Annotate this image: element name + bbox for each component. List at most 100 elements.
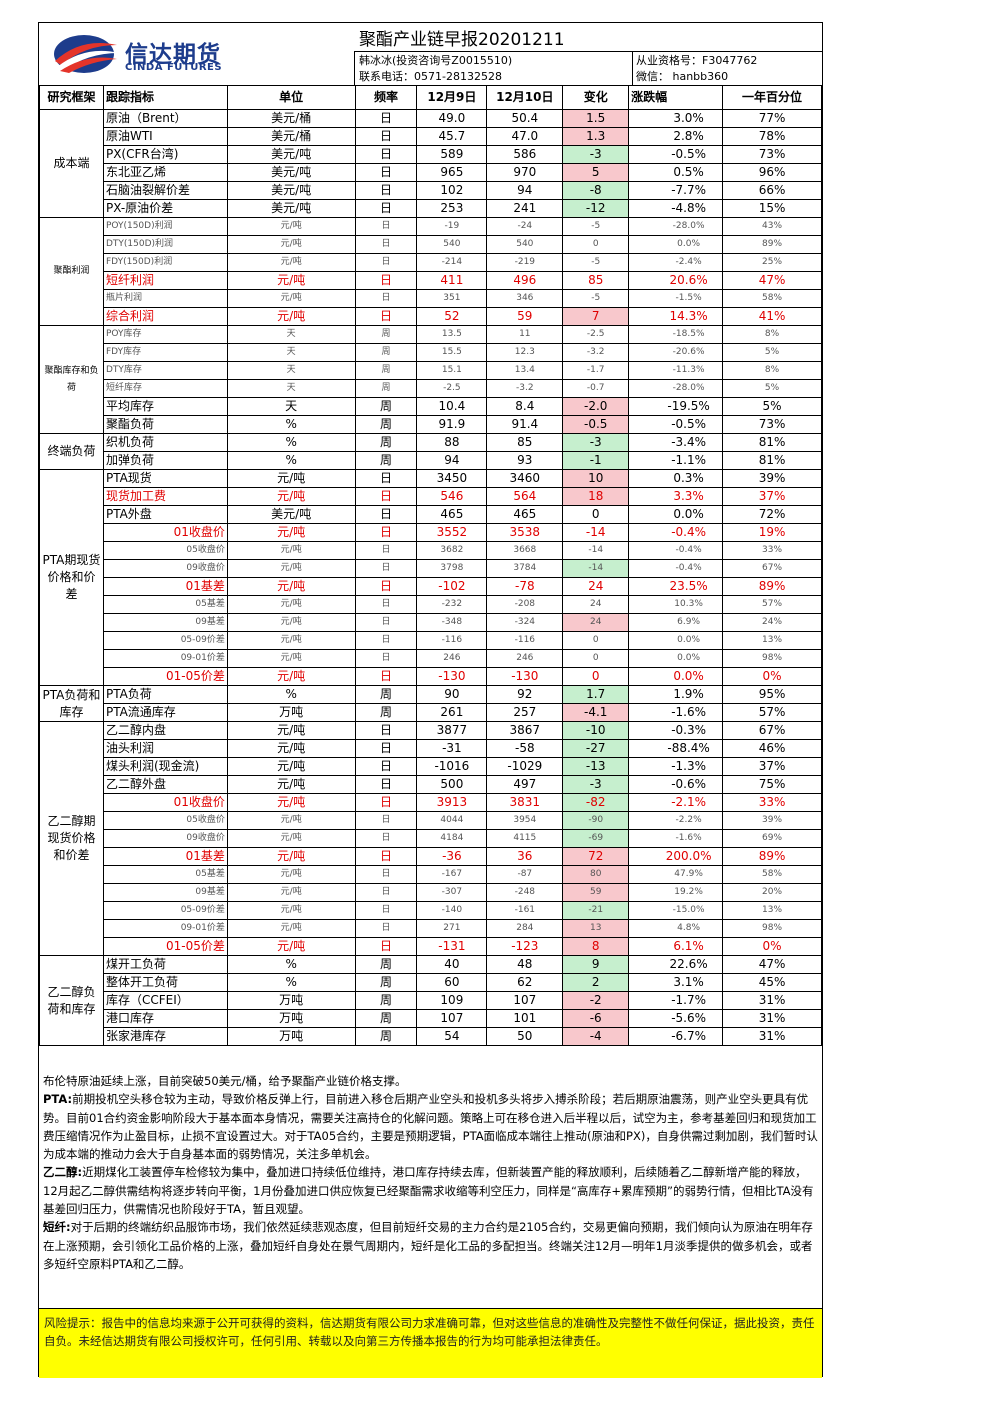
change-cell: -8 — [562, 181, 630, 200]
frequency-cell: 周 — [354, 361, 418, 380]
value-dec9: 94 — [416, 451, 488, 470]
pct-change-cell: 0.0% — [628, 235, 724, 254]
unit-cell: 元/吨 — [226, 757, 356, 776]
value-dec9: -232 — [416, 595, 488, 614]
unit-cell: 元/吨 — [226, 307, 356, 326]
note-label: PTA: — [43, 1092, 73, 1107]
pct-change-cell: -5.6% — [628, 1009, 724, 1028]
note-paragraph: PTA:前期投机空头移仓较为主动，导致价格反弹上行，目前进入移仓后期产业空头和投… — [43, 1090, 818, 1163]
frequency-cell: 日 — [354, 235, 418, 254]
indicator-name: 09基差 — [102, 883, 228, 902]
value-dec9: 91.9 — [416, 415, 488, 434]
indicator-name: 瓶片利润 — [102, 289, 228, 308]
unit-cell: 元/吨 — [226, 271, 356, 290]
percentile-cell: 75% — [722, 775, 822, 794]
pct-change-cell: -1.7% — [628, 991, 724, 1010]
pct-change-cell: 6.9% — [628, 613, 724, 632]
frequency-cell: 周 — [354, 991, 418, 1010]
change-cell: 0 — [562, 631, 630, 650]
table-row: 整体开工负荷% 周 60 62 2 3.1% 45% — [40, 973, 822, 992]
frequency-cell: 日 — [354, 145, 418, 164]
percentile-cell: 19% — [722, 523, 822, 542]
frequency-cell: 日 — [354, 739, 418, 758]
table-row: 01-05价差 元/吨日 -131 -123 8 6.1% 0% — [40, 937, 822, 956]
value-dec10: 586 — [486, 145, 564, 164]
percentile-cell: 39% — [722, 811, 822, 830]
change-cell: -2.0 — [562, 397, 630, 416]
unit-cell: 元/吨 — [226, 919, 356, 938]
value-dec10: 241 — [486, 199, 564, 218]
table-row: PTA流通库存 万吨周 261 257 -4.1 -1.6% 57% — [40, 703, 822, 722]
change-cell: -14 — [562, 559, 630, 578]
indicator-name: 05-09价差 — [102, 901, 228, 920]
table-row: 加弹负荷% 周 94 93 -1 -1.1% 81% — [40, 451, 822, 470]
value-dec9: 465 — [416, 505, 488, 524]
change-cell: -69 — [562, 829, 630, 848]
value-dec9: 3552 — [416, 523, 488, 542]
frequency-cell: 日 — [354, 577, 418, 596]
value-dec9: 351 — [416, 289, 488, 308]
value-dec9: -348 — [416, 613, 488, 632]
unit-cell: 元/吨 — [226, 883, 356, 902]
indicator-name: 09收盘价 — [102, 829, 228, 848]
indicator-name: 05收盘价 — [102, 541, 228, 560]
percentile-cell: 37% — [722, 487, 822, 506]
percentile-cell: 96% — [722, 163, 822, 182]
change-cell: -10 — [562, 721, 630, 740]
percentile-cell: 95% — [722, 685, 822, 704]
indicator-name: PX-原油价差 — [102, 199, 228, 218]
unit-cell: % — [226, 415, 356, 434]
note-paragraph: 布伦特原油延续上涨，目前突破50美元/桶，给予聚酯产业链价格支撑。 — [43, 1072, 818, 1090]
pct-change-cell: 47.9% — [628, 865, 724, 884]
frequency-cell: 日 — [354, 199, 418, 218]
percentile-cell: 0% — [722, 937, 822, 956]
pct-change-cell: 0.0% — [628, 631, 724, 650]
table-row: PX-原油价差 美元/吨日 253 241 -12 -4.8% 15% — [40, 199, 822, 218]
value-dec9: -130 — [416, 667, 488, 686]
percentile-cell: 89% — [722, 577, 822, 596]
change-cell: 2 — [562, 973, 630, 992]
change-cell: 0 — [562, 649, 630, 668]
value-dec10: 257 — [486, 703, 564, 722]
indicator-name: PTA现货 — [102, 469, 228, 488]
unit-cell: 万吨 — [226, 703, 356, 722]
table-row: 煤头利润(现金流) 元/吨日 -1016 -1029 -13 -1.3% 37% — [40, 757, 822, 776]
unit-cell: % — [226, 685, 356, 704]
value-dec9: 3877 — [416, 721, 488, 740]
value-dec9: 10.4 — [416, 397, 488, 416]
pct-change-cell: -1.6% — [628, 829, 724, 848]
unit-cell: 元/吨 — [226, 217, 356, 236]
value-dec9: 540 — [416, 235, 488, 254]
table-row: 05基差 元/吨日 -232 -208 24 10.3% 57% — [40, 595, 822, 614]
unit-cell: 元/吨 — [226, 541, 356, 560]
pct-change-cell: 0.3% — [628, 469, 724, 488]
pct-change-cell: -19.5% — [628, 397, 724, 416]
indicator-name: 张家港库存 — [102, 1027, 228, 1046]
frequency-cell: 日 — [354, 883, 418, 902]
percentile-cell: 15% — [722, 199, 822, 218]
frequency-cell: 日 — [354, 631, 418, 650]
col-header: 涨跌幅 — [628, 85, 724, 110]
col-header: 12月9日 — [416, 85, 488, 110]
risk-disclaimer: 风险提示：报告中的信息均来源于公开可获得的资料，信达期货有限公司力求准确可靠，但… — [39, 1308, 822, 1378]
unit-cell: 元/吨 — [226, 937, 356, 956]
value-dec9: 4184 — [416, 829, 488, 848]
change-cell: -2.5 — [562, 325, 630, 344]
pct-change-cell: 0.0% — [628, 667, 724, 686]
value-dec10: 3954 — [486, 811, 564, 830]
change-cell: 1.5 — [562, 109, 630, 128]
pct-change-cell: -20.6% — [628, 343, 724, 362]
value-dec10: -78 — [486, 577, 564, 596]
indicator-name: 05-09价差 — [102, 631, 228, 650]
percentile-cell: 98% — [722, 649, 822, 668]
pct-change-cell: -1.1% — [628, 451, 724, 470]
indicator-name: 09-01价差 — [102, 649, 228, 668]
table-row: PTA外盘 美元/吨日 465 465 0 0.0% 72% — [40, 505, 822, 524]
frequency-cell: 日 — [354, 775, 418, 794]
value-dec9: 3682 — [416, 541, 488, 560]
table-row: 瓶片利润 元/吨日 351 346 -5 -1.5% 58% — [40, 289, 822, 308]
table-row: 05基差 元/吨日 -167 -87 80 47.9% 58% — [40, 865, 822, 884]
pct-change-cell: 0.0% — [628, 505, 724, 524]
percentile-cell: 89% — [722, 847, 822, 866]
value-dec10: -161 — [486, 901, 564, 920]
